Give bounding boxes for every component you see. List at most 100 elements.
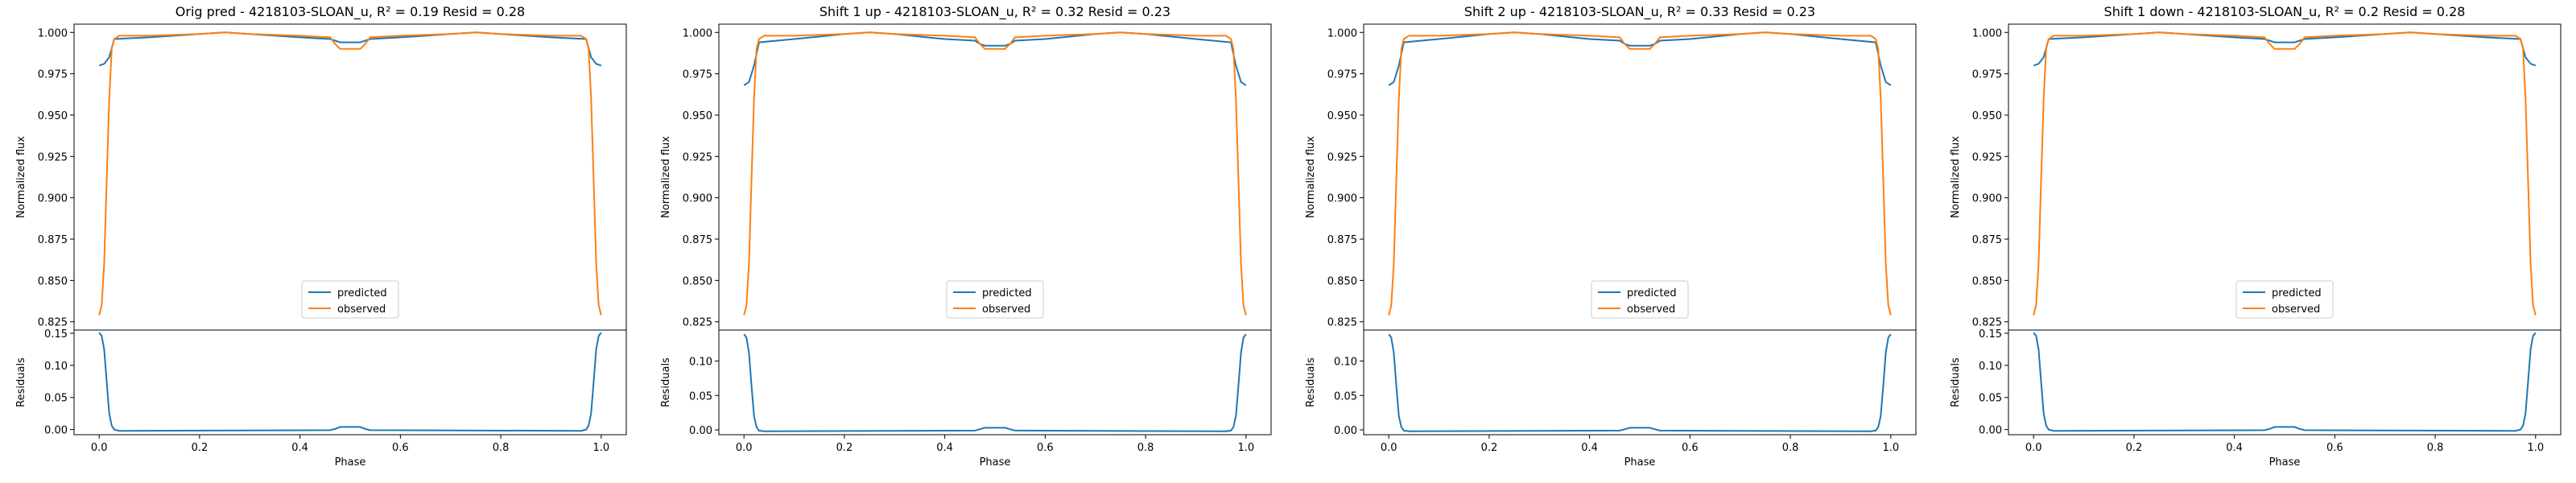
x-tick-label: 0.6	[2326, 442, 2343, 454]
chart-title: Shift 1 up - 4218103-SLOAN_u, R² = 0.32 …	[819, 4, 1170, 20]
x-tick-label: 0.4	[2226, 442, 2243, 454]
x-tick-label: 0.8	[1782, 442, 1799, 454]
legend: predicted observed	[301, 280, 399, 319]
observed-flux-line	[2033, 31, 2537, 316]
y-tick-label: 0.850	[38, 275, 68, 287]
x-tick-label: 0.2	[836, 442, 853, 454]
x-tick-label: 0.4	[291, 442, 308, 454]
y-tick-label: 0.925	[38, 151, 68, 163]
legend-label-observed: observed	[982, 303, 1030, 316]
residuals-subplot: 0.00 0.05 0.10 Residuals 0.0 0.2 0.4 0.6 0.8 1.0 P…	[660, 329, 1272, 469]
y-tick-label: 0.875	[38, 234, 68, 246]
observed-flux-line	[743, 31, 1247, 316]
x-tick-label: 1.0	[1237, 442, 1254, 454]
y-tick-label: 0.875	[683, 234, 712, 246]
y-tick-label: 0.825	[683, 317, 712, 329]
chart-panel-2: Shift 1 up - 4218103-SLOAN_u, R² = 0.32 …	[660, 4, 1272, 469]
flux-subplot: 0.825 0.850 0.875 0.900 0.925 0.950 0.975 1.000…	[660, 23, 1272, 331]
x-axis-label: Phase	[2269, 456, 2301, 469]
y-tick-label: 0.900	[38, 193, 68, 205]
y-tick-label: 0.875	[1972, 234, 2002, 246]
y-tick-label: 1.000	[38, 27, 68, 39]
y-tick-label: 0.05	[1979, 393, 2002, 405]
y-tick-label: 1.000	[683, 27, 712, 39]
y-tick-label: 0.825	[38, 317, 68, 329]
legend-label-predicted: predicted	[337, 287, 387, 299]
legend: predicted observed	[2235, 280, 2334, 319]
observed-flux-line	[98, 31, 602, 316]
y-axis-label: Normalized flux	[660, 136, 672, 218]
y-tick-label: 0.05	[1334, 390, 1357, 402]
x-tick-label: 0.8	[493, 442, 510, 454]
residuals-subplot: 0.00 0.05 0.10 0.15 Residuals 0.0 0.2 0.4 0.6 0.8…	[15, 328, 627, 469]
flux-subplot: 0.825 0.850 0.875 0.900 0.925 0.950 0.975 1.000…	[1950, 23, 2562, 331]
y-tick-label: 0.850	[1327, 275, 1357, 287]
legend-label-predicted: predicted	[982, 287, 1032, 299]
legend: predicted observed	[946, 280, 1044, 319]
x-tick-label: 0.4	[936, 442, 953, 454]
x-axis-label: Phase	[1624, 456, 1656, 469]
x-tick-label: 0.0	[91, 442, 108, 454]
y-tick-label: 0.875	[1327, 234, 1357, 246]
predicted-flux-line	[98, 31, 602, 67]
chart-panel-1: Orig pred - 4218103-SLOAN_u, R² = 0.19 R…	[15, 4, 627, 469]
x-tick-label: 0.2	[1481, 442, 1498, 454]
x-tick-label: 0.8	[2427, 442, 2444, 454]
predicted-flux-line	[1388, 31, 1892, 86]
y-axis-label: Normalized flux	[15, 136, 27, 218]
y-tick-label: 0.975	[38, 69, 68, 81]
residuals-line	[2033, 332, 2537, 432]
y-axis-label: Normalized flux	[1305, 136, 1317, 218]
residuals-axes-frame	[718, 329, 1272, 436]
residuals-axes-frame	[1363, 329, 1917, 436]
x-tick-label: 0.6	[1037, 442, 1054, 454]
x-tick-label: 0.0	[1381, 442, 1397, 454]
legend-label-predicted: predicted	[2272, 287, 2322, 299]
x-tick-label: 0.2	[192, 442, 208, 454]
y-tick-label: 0.850	[1972, 275, 2002, 287]
y-tick-label: 1.000	[1972, 27, 2002, 39]
y-tick-label: 0.950	[1327, 110, 1357, 122]
y-tick-label: 0.00	[1979, 425, 2002, 437]
y-axis-label: Residuals	[1305, 357, 1317, 407]
x-axis-label: Phase	[335, 456, 366, 469]
y-tick-label: 0.10	[1334, 356, 1357, 368]
y-tick-label: 0.10	[1979, 361, 2002, 373]
y-tick-label: 0.05	[44, 393, 68, 405]
y-tick-label: 0.925	[683, 151, 712, 163]
x-tick-label: 1.0	[592, 442, 609, 454]
y-axis-label: Residuals	[660, 357, 672, 407]
x-tick-label: 0.4	[1581, 442, 1598, 454]
y-tick-label: 0.10	[689, 356, 712, 368]
y-tick-label: 0.925	[1972, 151, 2002, 163]
y-tick-label: 0.00	[44, 425, 68, 437]
x-tick-label: 1.0	[2527, 442, 2544, 454]
y-tick-label: 0.850	[683, 275, 712, 287]
y-tick-label: 0.950	[683, 110, 712, 122]
x-tick-label: 0.2	[2126, 442, 2143, 454]
chart-title: Orig pred - 4218103-SLOAN_u, R² = 0.19 R…	[175, 4, 525, 20]
chart-panel-3: Shift 2 up - 4218103-SLOAN_u, R² = 0.33 …	[1305, 4, 1917, 469]
y-tick-label: 0.15	[44, 328, 68, 341]
x-tick-label: 0.0	[2025, 442, 2042, 454]
y-axis-label: Residuals	[15, 357, 27, 407]
legend-label-observed: observed	[2272, 303, 2320, 316]
residuals-line	[98, 332, 602, 432]
flux-subplot: 0.825 0.850 0.875 0.900 0.925 0.950 0.975 1.000…	[1305, 23, 1917, 331]
legend-label-observed: observed	[1627, 303, 1675, 316]
observed-flux-line	[1388, 31, 1892, 316]
predicted-flux-line	[2033, 31, 2537, 67]
residuals-axes-frame	[73, 329, 627, 436]
x-axis-label: Phase	[980, 456, 1011, 469]
residuals-subplot: 0.00 0.05 0.10 Residuals 0.0 0.2 0.4 0.6 0.8 1.0 P…	[1305, 329, 1917, 469]
y-tick-label: 0.900	[1972, 193, 2002, 205]
x-tick-label: 0.6	[1682, 442, 1699, 454]
y-tick-label: 0.950	[1972, 110, 2002, 122]
x-tick-label: 1.0	[1882, 442, 1899, 454]
y-tick-label: 0.00	[689, 425, 712, 437]
flux-subplot: 0.825 0.850 0.875 0.900 0.925 0.950 0.975 1.000…	[15, 23, 627, 331]
residuals-axes-frame	[2008, 329, 2562, 436]
y-tick-label: 0.975	[683, 69, 712, 81]
y-tick-label: 0.00	[1334, 425, 1357, 437]
x-tick-label: 0.8	[1137, 442, 1154, 454]
